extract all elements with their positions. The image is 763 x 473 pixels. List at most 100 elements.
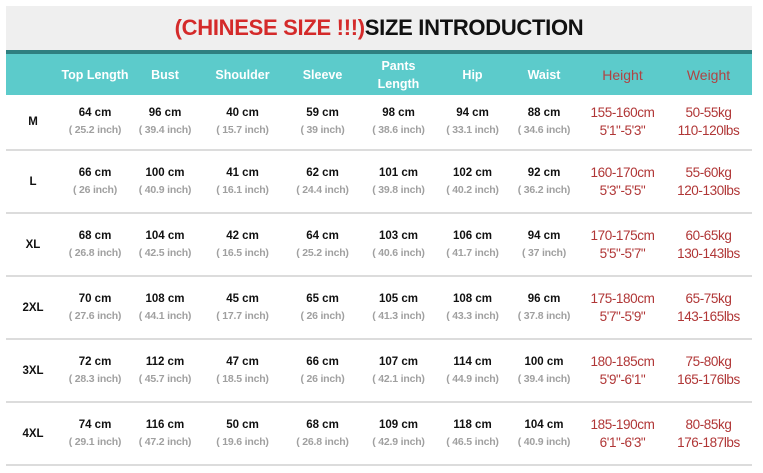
cm-value: 104 cm <box>145 229 185 242</box>
cm-value: 42 cm <box>226 229 259 242</box>
weight-cell: 60-65kg 130-143lbs <box>665 213 752 276</box>
weight-cell: 75-80kg 165-176lbs <box>665 339 752 402</box>
measurement-cell: 108 cm ( 43.3 inch) <box>437 276 508 339</box>
column-header-waist: Waist <box>527 67 561 82</box>
inch-value: ( 24.4 inch) <box>296 183 349 196</box>
weight-imperial: 165-176lbs <box>677 371 740 387</box>
table-row: 2XL 70 cm ( 27.6 inch) 108 cm ( 44.1 inch) 45… <box>6 276 752 339</box>
measurement-cell: 68 cm ( 26.8 inch) <box>285 402 360 465</box>
measurement-cell: 64 cm ( 25.2 inch) <box>60 95 130 150</box>
measurement-cell: 112 cm ( 45.7 inch) <box>130 339 200 402</box>
inch-value: ( 40.2 inch) <box>446 183 499 196</box>
cm-value: 59 cm <box>306 107 339 119</box>
cm-value: 108 cm <box>145 292 185 305</box>
cm-value: 109 cm <box>378 418 418 431</box>
inch-value: ( 46.5 inch) <box>446 435 499 448</box>
cm-value: 47 cm <box>226 355 259 368</box>
inch-value: ( 41.3 inch) <box>372 309 425 322</box>
weight-imperial: 143-165lbs <box>677 308 740 324</box>
cm-value: 66 cm <box>306 355 339 368</box>
cm-value: 64 cm <box>306 229 339 242</box>
inch-value: ( 25.2 inch) <box>68 124 122 136</box>
inch-value: ( 26 inch) <box>72 183 118 196</box>
measurement-cell: 65 cm ( 26 inch) <box>285 276 360 339</box>
table-row: M 64 cm ( 25.2 inch) 96 cm ( 39.4 inch) 40 cm… <box>6 95 752 150</box>
cm-value: 65 cm <box>306 292 339 305</box>
title-chinese-size: (CHINESE SIZE !!!) <box>174 15 365 40</box>
measurement-cell: 47 cm ( 18.5 inch) <box>200 339 285 402</box>
size-label: 2XL <box>22 301 44 314</box>
height-cell: 160-170cm 5'3"-5'5" <box>580 150 665 213</box>
weight-metric: 65-75kg <box>685 290 732 306</box>
inch-value: ( 15.7 inch) <box>216 124 269 136</box>
height-cell: 185-190cm 6'1"-6'3" <box>580 402 665 465</box>
height-cell: 175-180cm 5'7"-5'9" <box>580 276 665 339</box>
cm-value: 116 cm <box>145 418 185 431</box>
header-row: Top Length Bust Shoulder Sleeve Pants Length… <box>6 54 752 95</box>
divider <box>6 50 752 54</box>
measurement-cell: 96 cm ( 39.4 inch) <box>130 95 200 150</box>
measurement-cell: 116 cm ( 47.2 inch) <box>130 402 200 465</box>
inch-value: ( 39 inch) <box>300 124 345 136</box>
inch-value: ( 17.7 inch) <box>216 309 269 322</box>
measurement-cell: 70 cm ( 27.6 inch) <box>60 276 130 339</box>
inch-value: ( 16.1 inch) <box>216 183 269 196</box>
cm-value: 100 cm <box>524 355 564 368</box>
measurement-cell: 64 cm ( 25.2 inch) <box>285 213 360 276</box>
column-header-shoulder: Shoulder <box>215 67 270 82</box>
title-size-introduction: SIZE INTRODUCTION <box>364 15 584 40</box>
size-label: 4XL <box>22 427 44 440</box>
column-header-weight: Weight <box>686 66 731 83</box>
column-header-hip: Hip <box>462 67 483 82</box>
inch-value: ( 38.6 inch) <box>372 124 425 136</box>
measurement-cell: 62 cm ( 24.4 inch) <box>285 150 360 213</box>
cm-value: 92 cm <box>527 166 561 179</box>
measurement-cell: 96 cm ( 37.8 inch) <box>508 276 580 339</box>
cm-value: 74 cm <box>78 418 112 431</box>
measurement-cell: 72 cm ( 28.3 inch) <box>60 339 130 402</box>
table-row: 3XL 72 cm ( 28.3 inch) 112 cm ( 45.7 inch) 47… <box>6 339 752 402</box>
measurement-cell: 42 cm ( 16.5 inch) <box>200 213 285 276</box>
inch-value: ( 40.6 inch) <box>372 246 425 259</box>
cm-value: 105 cm <box>378 292 418 305</box>
size-label: XL <box>25 238 41 251</box>
inch-value: ( 43.3 inch) <box>446 309 499 322</box>
measurement-cell: 88 cm ( 34.6 inch) <box>508 95 580 150</box>
cm-value: 41 cm <box>226 166 259 179</box>
height-imperial: 6'1"-6'3" <box>599 434 646 450</box>
height-metric: 180-185cm <box>590 353 655 369</box>
height-metric: 155-160cm <box>590 105 655 120</box>
inch-value: ( 29.1 inch) <box>68 435 122 448</box>
height-metric: 175-180cm <box>590 290 655 306</box>
size-table: Top Length Bust Shoulder Sleeve Pants Length… <box>6 54 752 466</box>
cm-value: 50 cm <box>226 418 259 431</box>
weight-metric: 50-55kg <box>685 105 732 120</box>
cm-value: 96 cm <box>148 107 182 119</box>
height-cell: 180-185cm 5'9"-6'1" <box>580 339 665 402</box>
cm-value: 112 cm <box>145 355 185 368</box>
inch-value: ( 34.6 inch) <box>517 124 571 136</box>
cm-value: 68 cm <box>78 229 112 242</box>
cm-value: 72 cm <box>78 355 112 368</box>
weight-imperial: 176-187lbs <box>677 434 740 450</box>
inch-value: ( 26 inch) <box>300 309 345 322</box>
cm-value: 114 cm <box>453 355 492 368</box>
cm-value: 108 cm <box>452 292 492 305</box>
measurement-cell: 45 cm ( 17.7 inch) <box>200 276 285 339</box>
size-label: M <box>28 116 38 128</box>
measurement-cell: 50 cm ( 19.6 inch) <box>200 402 285 465</box>
cm-value: 118 cm <box>453 418 492 431</box>
measurement-cell: 100 cm ( 40.9 inch) <box>130 150 200 213</box>
cm-value: 100 cm <box>145 166 185 179</box>
measurement-cell: 114 cm ( 44.9 inch) <box>437 339 508 402</box>
cm-value: 102 cm <box>452 166 492 179</box>
inch-value: ( 42.1 inch) <box>372 372 425 385</box>
cm-value: 107 cm <box>378 355 418 368</box>
inch-value: ( 39.4 inch) <box>517 372 571 385</box>
measurement-cell: 92 cm ( 36.2 inch) <box>508 150 580 213</box>
inch-value: ( 39.4 inch) <box>138 124 192 136</box>
inch-value: ( 41.7 inch) <box>446 246 499 259</box>
weight-cell: 80-85kg 176-187lbs <box>665 402 752 465</box>
size-label: L <box>29 175 37 188</box>
measurement-cell: 101 cm ( 39.8 inch) <box>360 150 437 213</box>
